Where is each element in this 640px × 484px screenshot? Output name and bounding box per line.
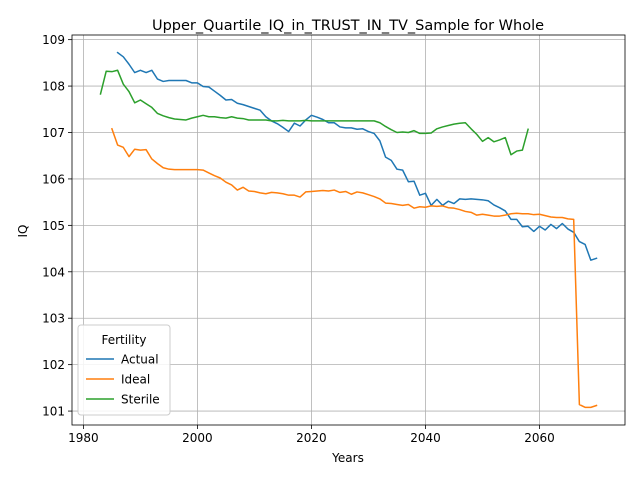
y-tick-label: 108	[42, 80, 65, 94]
y-tick-label: 105	[42, 219, 65, 233]
series-layer	[99, 51, 598, 409]
y-tick-label: 103	[42, 312, 65, 326]
y-tick-label: 109	[42, 33, 65, 47]
tick-layer: 1980 2000 2020 2040 2060 101 102 103 104 105 106 10…	[42, 33, 555, 445]
legend: Fertility Actual Ideal Sterile	[77, 324, 171, 416]
legend-items: Actual Ideal Sterile	[86, 353, 160, 407]
legend-box	[77, 324, 171, 416]
y-tick-label: 106	[42, 172, 65, 186]
x-tick-label: 2040	[410, 431, 441, 445]
y-tick-label: 107	[42, 126, 65, 140]
grid-layer	[72, 35, 625, 425]
plot-frame	[71, 34, 626, 426]
y-tick-label: 101	[42, 405, 65, 419]
legend-label-sterile: Sterile	[121, 393, 160, 407]
y-tick-label: 102	[42, 358, 65, 372]
x-tick-label: 1980	[68, 431, 99, 445]
x-axis-label: Years	[331, 451, 364, 465]
legend-title: Fertility	[101, 333, 146, 347]
legend-label-ideal: Ideal	[121, 373, 150, 387]
y-axis-label: IQ	[16, 225, 30, 238]
series-line-actual	[116, 51, 598, 261]
series-line-ideal	[110, 127, 598, 409]
y-tick-label: 104	[42, 265, 65, 279]
chart-title: Upper_Quartile_IQ_in_TRUST_IN_TV_Sample …	[152, 18, 544, 34]
x-tick-label: 2000	[182, 431, 213, 445]
x-tick-label: 2060	[524, 431, 555, 445]
legend-label-actual: Actual	[121, 353, 159, 367]
series-line-sterile	[99, 69, 530, 156]
x-tick-label: 2020	[296, 431, 327, 445]
